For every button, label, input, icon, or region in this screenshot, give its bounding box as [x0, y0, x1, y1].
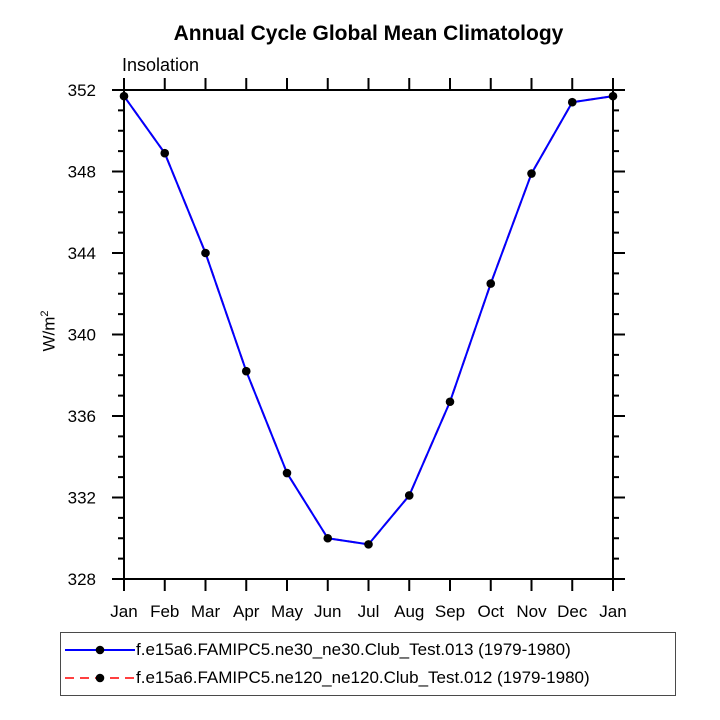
data-point-marker [486, 279, 496, 288]
legend-box: f.e15a6.FAMIPC5.ne30_ne30.Club_Test.013 … [60, 632, 676, 696]
legend-line-sample-dashed-red [65, 673, 135, 683]
x-tick-label: Jun [314, 602, 341, 621]
data-point-marker [241, 366, 251, 376]
plot-area: Jan Feb Mar Apr May Jun Jul Aug Sep Oct Nov Dec Jan 3… [68, 78, 627, 621]
x-tick-label: May [271, 602, 304, 621]
y-tick-label: 336 [68, 407, 96, 426]
x-tick-label: Nov [516, 602, 547, 621]
legend-row-series2: f.e15a6.FAMIPC5.ne120_ne120.Club_Test.01… [61, 664, 675, 692]
data-point-marker [445, 397, 455, 407]
x-tick-label: Aug [394, 602, 424, 621]
data-point-marker [567, 97, 577, 107]
y-tick-label: 348 [68, 163, 96, 182]
data-point-marker [364, 540, 373, 549]
data-point-marker [282, 468, 292, 478]
x-tick-label: Apr [233, 602, 260, 621]
legend-label-series2: f.e15a6.FAMIPC5.ne120_ne120.Club_Test.01… [136, 668, 590, 687]
chart-title: Annual Cycle Global Mean Climatology [173, 22, 564, 45]
series-line-2 [123, 95, 614, 546]
series-line-1 [123, 95, 614, 546]
data-point-marker [608, 91, 618, 101]
legend-line-sample-solid-blue [65, 645, 135, 655]
y-tick-label: 332 [68, 489, 96, 508]
plot-frame [123, 89, 614, 580]
y-tick-label: 344 [68, 244, 96, 263]
chart-subtitle: Insolation [122, 55, 200, 75]
data-point-marker [160, 148, 170, 158]
x-tick-label: Sep [435, 602, 465, 621]
data-point-marker [323, 533, 333, 543]
x-tick-label: Jul [358, 602, 380, 621]
x-tick-label: Dec [557, 602, 588, 621]
data-point-marker [527, 169, 536, 178]
y-tick-label: 352 [68, 81, 96, 100]
y-tick-label: 340 [68, 326, 96, 345]
data-point-marker [119, 91, 129, 101]
data-point-marker [201, 248, 210, 258]
y-tick-label: 328 [68, 570, 96, 589]
x-tick-label: Oct [478, 602, 505, 621]
data-point-marker [404, 491, 414, 500]
x-tick-label: Mar [191, 602, 221, 621]
x-tick-label: Jan [110, 602, 137, 621]
legend-label-series1: f.e15a6.FAMIPC5.ne30_ne30.Club_Test.013 … [136, 640, 571, 659]
legend-row-series1: f.e15a6.FAMIPC5.ne30_ne30.Club_Test.013 … [61, 636, 675, 664]
x-tick-label: Jan [599, 602, 626, 621]
x-tick-label: Feb [150, 602, 179, 621]
